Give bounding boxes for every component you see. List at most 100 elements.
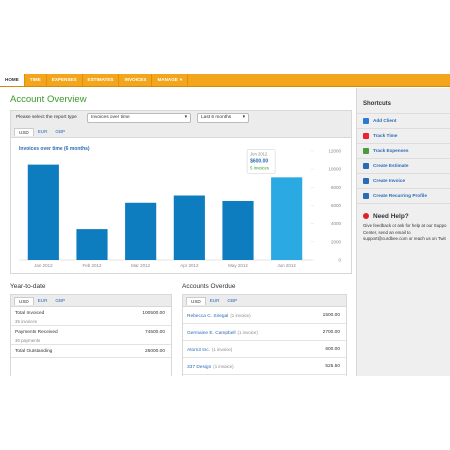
- overdue-row: Rebecca C. Siregal (1 invoice) 1500.00: [183, 307, 346, 324]
- overdue-amount: 2700.00: [322, 330, 340, 335]
- report-header: Please select the report type Invoices o…: [11, 111, 351, 138]
- nav-tab[interactable]: EXPENSES: [47, 74, 83, 86]
- bar: [76, 229, 108, 260]
- nav-tab-text: INVOICES: [124, 77, 147, 82]
- ytd-panel: USD EUR GBP Total Invoiced 35 invoices 10050…: [10, 294, 172, 376]
- period-select[interactable]: Last 6 months ▾: [197, 113, 249, 123]
- currency-tab[interactable]: GBP: [227, 298, 238, 303]
- currency-tab[interactable]: USD: [14, 128, 34, 136]
- report-label: Please select the report type: [16, 115, 77, 120]
- client-name[interactable]: Atom3 Inc.: [187, 348, 210, 353]
- tooltip-count: 5 Invoices: [250, 165, 269, 170]
- currency-tab[interactable]: EUR: [37, 298, 48, 303]
- help-line: Center, send an email to: [363, 229, 411, 235]
- shortcut-text: Create Estimate: [373, 163, 409, 168]
- overdue-title: Accounts Overdue: [182, 283, 236, 290]
- y-tick-label: 8000: [331, 185, 342, 190]
- currency-tab[interactable]: GBP: [55, 298, 66, 303]
- shortcut[interactable]: Add Client: [357, 114, 450, 129]
- client-name[interactable]: Rebecca C. Siregal: [187, 314, 229, 319]
- shortcut-text: Create Invoice: [373, 178, 406, 183]
- shortcut[interactable]: Track Time: [357, 129, 450, 144]
- help-text: Give feedback or ask for help at our Sup…: [357, 223, 450, 243]
- invoice-count: (1 invoice): [237, 330, 258, 335]
- shortcut[interactable]: Create Invoice: [357, 174, 450, 189]
- x-tick-label: Feb 2012: [82, 263, 102, 268]
- help-line: Give feedback or ask for help at our Sup…: [363, 223, 447, 228]
- overdue-panel: USD EUR GBP Rebecca C. Siregal (1 invoice) 1…: [182, 294, 347, 376]
- y-tick-label: 0: [338, 258, 341, 263]
- ytd-note: 30 payments: [15, 338, 41, 343]
- nav-tab[interactable]: ESTIMATES: [83, 74, 120, 86]
- bar: [271, 177, 303, 260]
- shortcut-text: Track Time: [373, 133, 398, 138]
- shortcut-icon: [363, 118, 369, 124]
- currency-tab[interactable]: USD: [14, 297, 34, 305]
- ytd-row: Total Outstanding 26000.00: [11, 345, 171, 358]
- currency-tab[interactable]: USD: [186, 297, 206, 305]
- invoice-count: (1 invoice): [230, 313, 251, 318]
- ytd-label: Payments Received: [15, 330, 58, 335]
- shortcut[interactable]: Track Expenses: [357, 144, 450, 159]
- bar: [222, 200, 254, 260]
- page-title: Account Overview: [10, 94, 87, 105]
- y-tick-label: 10000: [328, 167, 341, 172]
- overdue-row: Germaine E. Campbell (1 invoice) 2700.00: [183, 324, 346, 341]
- nav-tab[interactable]: TIME: [25, 74, 47, 86]
- ytd-title: Year-to-date: [10, 283, 46, 290]
- report-panel: Please select the report type Invoices o…: [10, 110, 352, 274]
- y-tick-label: 12000: [328, 149, 341, 154]
- tooltip: [246, 149, 276, 174]
- shortcut-text: Add Client: [373, 118, 397, 123]
- ytd-value: 26000.00: [144, 349, 165, 354]
- overdue-amount: 1500.00: [322, 313, 340, 318]
- x-tick-label: Mar 2012: [131, 263, 151, 268]
- ytd-row: Payments Received 30 payments 74500.00: [11, 326, 171, 345]
- y-tick-label: 4000: [331, 221, 342, 226]
- help-title: Need Help?: [357, 204, 450, 223]
- shortcut[interactable]: Create Estimate: [357, 159, 450, 174]
- ytd-label: Total Invoiced: [15, 311, 45, 316]
- ytd-row: Total Invoiced 35 invoices 100500.00: [11, 307, 171, 326]
- nav-bar: HOME TIME EXPENSES ESTIMATES INVOICES MANAGE ▾: [0, 74, 450, 87]
- select-text: Invoices over time: [91, 115, 130, 120]
- shortcut-list: Add Client Track Time Track Expenses Create…: [357, 114, 450, 204]
- nav-tab-text: MANAGE: [157, 77, 178, 82]
- currency-tab[interactable]: GBP: [55, 129, 66, 134]
- client-name[interactable]: 337 Design: [187, 365, 212, 370]
- client-name[interactable]: Germaine E. Campbell: [187, 331, 236, 336]
- overdue-amount: 600.00: [325, 347, 340, 352]
- tooltip-title: Jun 2012: [250, 151, 268, 156]
- help-icon: [363, 213, 369, 219]
- y-tick-label: 6000: [331, 203, 342, 208]
- shortcut[interactable]: Create Recurring Profile: [357, 189, 450, 204]
- select-text: Last 6 months: [201, 115, 232, 120]
- nav-tab-text: HOME: [5, 77, 19, 82]
- invoice-count: (1 invoice): [211, 347, 233, 352]
- ytd-rows: Total Invoiced 35 invoices 100500.00 Paymen…: [11, 307, 171, 358]
- nav-tab-text: ESTIMATES: [87, 77, 114, 82]
- shortcut-icon: [363, 178, 369, 184]
- x-tick-label: Jun 2012: [277, 263, 296, 268]
- caret: ▾: [179, 77, 183, 82]
- report-type-select[interactable]: Invoices over time ▾: [87, 113, 191, 123]
- overdue-row: Atom3 Inc. (1 invoice) 600.00: [183, 341, 346, 358]
- currency-tabs: USD EUR GBP: [14, 297, 69, 305]
- app: HOME TIME EXPENSES ESTIMATES INVOICES MANAGE ▾…: [0, 74, 450, 376]
- shortcut-text: Track Expenses: [373, 148, 409, 153]
- bar: [125, 202, 157, 260]
- chart-title: Invoices over time (6 months): [19, 146, 90, 152]
- overdue-row: 337 Design (1 invoice) 525.50: [183, 358, 346, 375]
- shortcut-icon: [363, 193, 369, 199]
- nav-tab-text: EXPENSES: [51, 77, 77, 82]
- shortcut-icon: [363, 148, 369, 154]
- nav-tab[interactable]: HOME: [0, 74, 25, 86]
- nav-tab[interactable]: MANAGE ▾: [152, 74, 189, 86]
- currency-tab[interactable]: EUR: [37, 129, 48, 134]
- bar: [27, 164, 59, 260]
- nav-tab[interactable]: INVOICES: [119, 74, 153, 86]
- currency-tab[interactable]: EUR: [209, 298, 220, 303]
- overdue-rows: Rebecca C. Siregal (1 invoice) 1500.00 Germ…: [183, 307, 346, 375]
- help-line: support@curdbee.com or reach us on Twit: [363, 236, 446, 241]
